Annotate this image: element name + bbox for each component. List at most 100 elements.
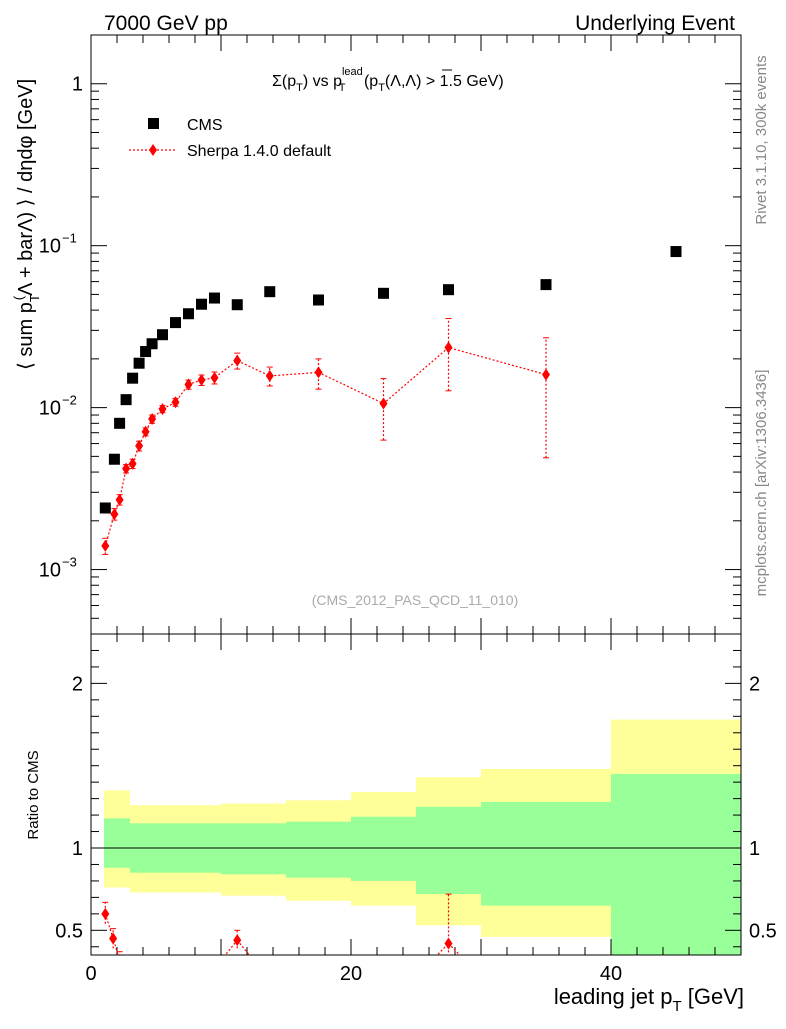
mcplots-note: mcplots.cern.ch [arXiv:1306.3436] [753,370,770,597]
main-title: Σ(pT) vs plead T (pT(Λ,Λ) > 1.5 GeV) [272,66,504,94]
ratio-inner-band [481,801,611,906]
title-sup-b: lead [342,66,363,78]
cms-point [133,357,145,369]
legend-sherpa-label: Sherpa 1.4.0 default [187,143,332,160]
sherpa-point [115,493,124,506]
ratio-sherpa-line [236,939,250,955]
ratio-ylabel: Ratio to CMS [25,750,42,839]
cms-point [231,299,243,311]
ratio-sherpa-point [444,937,453,950]
header-left: 7000 GeV pp [104,12,228,35]
main-ytick-label: 10 [39,398,61,420]
ratio-ytick-label-left: 2 [72,673,83,695]
cms-point [183,308,194,320]
sherpa-point [265,369,274,382]
cms-point [443,284,454,296]
main-ytick-label: 10 [39,560,61,582]
ratio-inner-band [221,823,286,875]
xlabel-unit: [GeV] [682,984,744,1009]
legend: CMS Sherpa 1.4.0 default [129,117,332,160]
sherpa-point [135,439,144,452]
cms-point [378,287,389,299]
ylabel-part-a: ⟨ sum p [15,302,37,370]
cms-point [540,279,552,291]
xlabel-text: leading jet p [554,984,673,1009]
sherpa-point [122,462,131,475]
legend-cms-marker [148,118,159,129]
sherpa-point [158,403,167,416]
cms-point [108,453,120,465]
ratio-sherpa-line [224,939,238,955]
ratio-series-group [101,893,461,955]
main-ylabel: ⟨ sum pT(Λ + barΛ) ⟩ / dηdφ [GeV] [11,79,42,370]
ratio-xtick-label: 20 [340,963,362,985]
legend-sherpa-marker [149,144,157,156]
cms-point [196,298,207,310]
title-sub-a: T [296,82,303,94]
sherpa-point [233,354,242,367]
header-right: Underlying Event [575,12,735,35]
x-axis-label: leading jet pT [GeV] [554,984,744,1015]
sherpa-point [314,366,323,379]
title-part-e: ) > 1.5 GeV) [416,73,504,90]
ratio-ytick-label-right: 0.5 [749,920,777,942]
cms-point [146,338,158,350]
ratio-sherpa-line [448,943,461,955]
title-part-c: (p [360,73,379,90]
ratio-inner-band [416,806,481,895]
main-ytick-label: 1 [72,74,83,96]
main-ytick-exponent: −1 [62,231,77,246]
ratio-frame [90,633,742,956]
title-sub-b: T [339,82,346,94]
sherpa-point [184,378,193,391]
title-part-a: Σ(p [272,73,296,90]
cms-point [157,329,168,341]
title-part-d: (Λ,Λ [385,73,416,90]
cms-point [264,286,276,298]
cms-point [114,417,126,429]
ratio-ytick-label-left: 1 [72,838,83,860]
ratio-inner-band [351,816,416,881]
sherpa-point [444,341,453,354]
ratio-inner-band [611,773,741,955]
sherpa-point [197,374,206,387]
sherpa-line [104,346,547,547]
cms-point [670,246,682,258]
ylabel-sub: T [27,294,42,302]
ylabel-part-b: Λ + barΛ) ⟩ / dηdφ [GeV] [15,79,37,296]
sherpa-point [110,508,119,521]
sherpa-point [210,371,219,384]
ratio-sherpa-point [101,907,110,920]
cms-point [209,292,220,304]
ratio-ytick-label-left: 0.5 [55,920,83,942]
legend-cms-label: CMS [187,117,223,134]
title-sub-c: T [378,82,385,94]
analysis-watermark: (CMS_2012_PAS_QCD_11_010) [312,592,519,608]
cms-point [127,372,139,384]
title-part-b: ) vs p [303,73,342,90]
sherpa-point [128,457,137,470]
main-ytick-label: 10 [39,236,61,258]
main-ytick-exponent: −3 [62,555,77,570]
rivet-note: Rivet 3.1.10, 300k events [753,55,770,224]
ratio-sherpa-point [109,932,118,945]
cms-point [99,502,111,514]
sherpa-point [171,396,180,409]
sherpa-point [101,539,110,552]
sherpa-point [379,397,388,410]
xlabel-sub: T [672,998,681,1015]
ratio-inner-band [286,821,351,878]
ratio-sherpa-point [233,934,242,947]
ratio-xtick-label: 40 [600,963,622,985]
sherpa-point [542,368,550,381]
cms-point [313,294,324,306]
plot-marks: 110 −110 −210 −30 20 400.5 0.51 12 2 [39,34,777,985]
sherpa-point [141,425,150,438]
cms-point [140,346,152,358]
cms-point [170,317,181,329]
main-ytick-exponent: −2 [62,393,77,408]
ratio-inner-band [104,818,130,868]
ratio-ytick-label-right: 2 [749,673,760,695]
